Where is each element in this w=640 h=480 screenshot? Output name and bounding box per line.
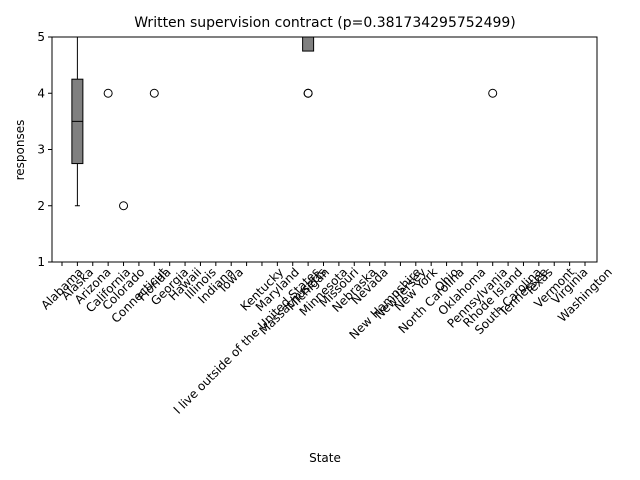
box (302, 36, 315, 52)
y-tick-label: 2 (37, 199, 45, 213)
outlier (488, 88, 498, 98)
outlier (149, 88, 159, 98)
x-axis-label: State (309, 451, 341, 465)
y-axis-label: responses (13, 120, 27, 181)
y-tick-label: 3 (37, 143, 45, 157)
y-tick-label: 1 (37, 255, 45, 269)
outlier (303, 88, 313, 98)
y-tick-label: 5 (37, 30, 45, 44)
plot-frame (51, 36, 598, 263)
outlier (103, 88, 113, 98)
chart-title: Written supervision contract (p=0.381734… (134, 15, 516, 31)
y-tick-label: 4 (37, 86, 45, 100)
outlier (119, 201, 129, 211)
